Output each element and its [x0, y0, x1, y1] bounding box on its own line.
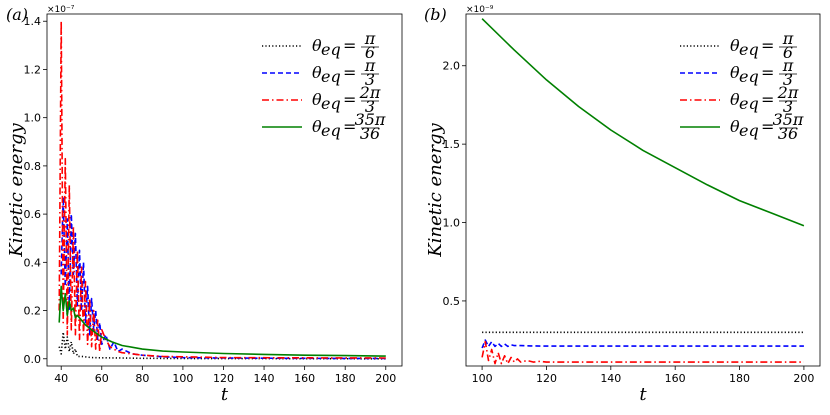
- legend-fraction-denominator: 3: [365, 70, 375, 89]
- legend-item-3: θ eq = 2π3: [262, 83, 381, 116]
- legend-fraction-denominator: 3: [783, 70, 793, 89]
- legend-symbol: θ: [312, 63, 322, 82]
- legend-item-1: θ eq = π6: [262, 29, 379, 62]
- legend-symbol: θ: [312, 90, 322, 109]
- y-tick-label: 0.0: [24, 353, 42, 366]
- legend-fraction-denominator: 3: [365, 97, 375, 116]
- y-tick-label: 1.0: [443, 217, 461, 230]
- x-tick-label: 140: [600, 372, 621, 385]
- legend-fraction-denominator: 36: [360, 124, 380, 143]
- legend-fraction-numerator: π: [782, 56, 794, 75]
- y-tick-label: 0.8: [24, 160, 42, 173]
- x-tick-label: 160: [665, 372, 686, 385]
- x-tick-label: 120: [536, 372, 557, 385]
- legend-symbol: θ: [730, 36, 740, 55]
- series-group: [58, 20, 386, 360]
- legend-subscript: eq: [321, 40, 341, 59]
- x-tick-label: 200: [793, 372, 814, 385]
- x-tick-label: 200: [375, 372, 396, 385]
- x-tick-label: 120: [213, 372, 234, 385]
- y-tick-label: 1.2: [24, 63, 42, 76]
- legend-subscript: eq: [739, 94, 759, 113]
- x-tick-label: 40: [54, 372, 68, 385]
- legend-fraction-denominator: 6: [783, 43, 793, 62]
- legend-item-2: θ eq = π3: [680, 56, 797, 89]
- plot-frame: [465, 13, 821, 367]
- legend-symbol: θ: [312, 117, 322, 136]
- panel-label: (b): [424, 5, 447, 24]
- y-tick-label: 0.5: [443, 295, 461, 308]
- series-line-3: [481, 340, 804, 365]
- x-tick-label: 140: [254, 372, 275, 385]
- series-line-2: [481, 339, 804, 349]
- x-tick-label: 160: [294, 372, 315, 385]
- legend-equals: =: [761, 36, 774, 55]
- y-tick-label: 0.4: [24, 256, 42, 269]
- legend-equals: =: [343, 36, 356, 55]
- legend-fraction-denominator: 6: [365, 43, 375, 62]
- y-tick-label: 0.2: [24, 305, 42, 318]
- legend-item-2: θ eq = π3: [262, 56, 379, 89]
- legend-subscript: eq: [739, 121, 759, 140]
- legend-symbol: θ: [312, 36, 322, 55]
- series-line-2: [60, 196, 386, 360]
- legend-equals: =: [761, 117, 774, 136]
- x-tick-label: 100: [472, 372, 493, 385]
- y-tick-label: 1.4: [24, 15, 42, 28]
- legend-symbol: θ: [730, 90, 740, 109]
- legend-subscript: eq: [739, 40, 759, 59]
- legend-equals: =: [343, 117, 356, 136]
- series-line-3: [58, 20, 386, 359]
- legend-fraction-numerator: 2π: [359, 83, 381, 102]
- x-tick-label: 100: [172, 372, 193, 385]
- y-tick-label: 0.6: [24, 208, 42, 221]
- legend-item-1: θ eq = π6: [680, 29, 797, 62]
- x-axis-label: t: [221, 384, 229, 405]
- legend-fraction-denominator: 3: [783, 97, 793, 116]
- legend-equals: =: [343, 90, 356, 109]
- x-tick-label: 180: [729, 372, 750, 385]
- legend-subscript: eq: [321, 94, 341, 113]
- x-tick-label: 60: [95, 372, 109, 385]
- legend-subscript: eq: [739, 67, 759, 86]
- legend-fraction-numerator: π: [364, 56, 376, 75]
- plot-frame: [46, 13, 403, 367]
- legend-symbol: θ: [730, 117, 740, 136]
- legend-equals: =: [761, 63, 774, 82]
- legend-item-3: θ eq = 2π3: [680, 83, 799, 116]
- series-line-4: [58, 285, 386, 357]
- legend-subscript: eq: [321, 121, 341, 140]
- series-line-4: [481, 18, 805, 227]
- chart-panel-a: 40 60 80 100 120 140 160 180 200 0.0 0.2 0.4 0.6 0.8 1…: [6, 5, 403, 405]
- legend-equals: =: [761, 90, 774, 109]
- legend-fraction-numerator: π: [364, 29, 376, 48]
- legend-subscript: eq: [321, 67, 341, 86]
- chart-panel-b: 100 120 140 160 180 200 0.5 1.0 1.5 2.0 ×10⁻⁹ (b) t K…: [424, 5, 821, 405]
- x-axis-label: t: [639, 384, 647, 405]
- y-multiplier: ×10⁻⁹: [466, 5, 494, 15]
- y-multiplier: ×10⁻⁷: [47, 5, 75, 15]
- legend-fraction-numerator: 35π: [773, 110, 804, 129]
- legend-fraction-numerator: π: [782, 29, 794, 48]
- x-tick-label: 80: [135, 372, 149, 385]
- y-tick-label: 2.0: [443, 60, 461, 73]
- legend-fraction-numerator: 35π: [355, 110, 386, 129]
- legend-fraction-denominator: 36: [778, 124, 798, 143]
- legend-symbol: θ: [730, 63, 740, 82]
- y-tick-label: 1.0: [24, 112, 42, 125]
- y-axis-label: Kinetic energy: [425, 122, 446, 257]
- legend-equals: =: [343, 63, 356, 82]
- series-group: [481, 18, 805, 365]
- y-axis-label: Kinetic energy: [6, 122, 27, 257]
- legend-fraction-numerator: 2π: [777, 83, 799, 102]
- x-tick-label: 180: [335, 372, 356, 385]
- y-tick-label: 1.5: [443, 138, 461, 151]
- panel-label: (a): [6, 5, 28, 24]
